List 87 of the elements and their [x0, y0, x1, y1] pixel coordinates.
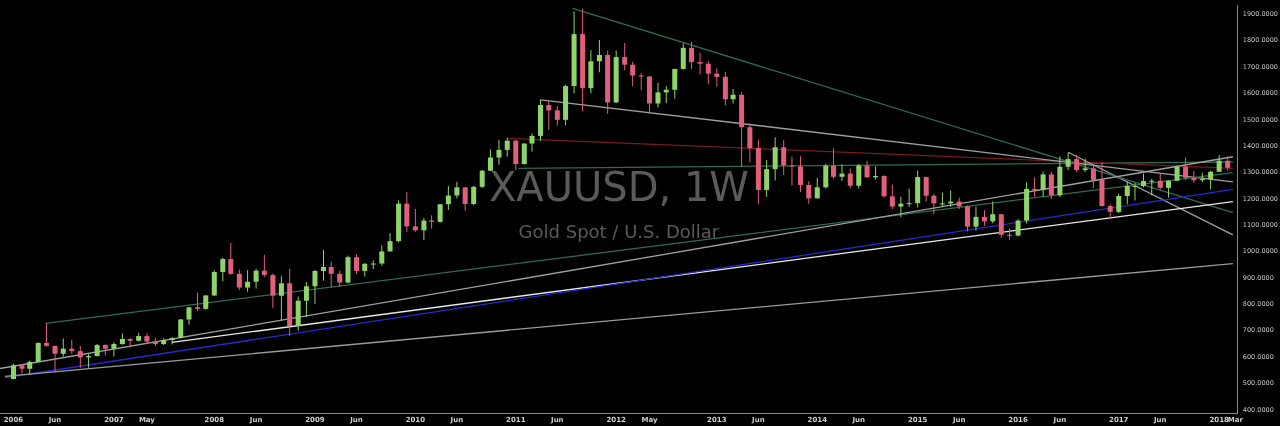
candlestick	[823, 163, 829, 189]
candlestick	[328, 261, 334, 288]
candlestick	[898, 196, 904, 218]
candlestick	[19, 363, 25, 375]
candlestick	[270, 273, 276, 309]
candlestick	[253, 268, 259, 290]
candlestick	[60, 337, 66, 358]
candlestick	[1090, 165, 1096, 189]
candlestick	[1048, 171, 1054, 200]
candlestick	[1124, 181, 1130, 205]
candlestick	[228, 242, 234, 276]
candlestick	[655, 82, 661, 108]
candlestick	[889, 183, 895, 210]
candlestick	[1132, 182, 1138, 202]
candlestick	[529, 133, 535, 152]
candlestick	[320, 249, 326, 282]
candlestick	[931, 193, 937, 215]
candlestick	[689, 41, 695, 70]
candlestick	[998, 213, 1004, 239]
candlestick	[1032, 176, 1038, 198]
candlestick	[513, 139, 519, 171]
candlestick	[847, 168, 853, 189]
candlestick	[1183, 156, 1189, 181]
candlestick	[705, 60, 711, 85]
candlestick	[144, 332, 150, 345]
candlestick	[194, 292, 201, 312]
candlestick	[487, 148, 493, 172]
candlestick	[964, 205, 970, 232]
candlestick	[554, 105, 560, 127]
candlestick	[939, 192, 945, 208]
candlestick	[412, 208, 418, 233]
candlestick	[1208, 170, 1214, 190]
candlestick	[630, 61, 636, 87]
candlestick	[789, 155, 795, 186]
candlestick	[220, 257, 226, 282]
candlestick	[1040, 171, 1046, 198]
candlestick	[781, 139, 787, 176]
candlestick	[680, 42, 686, 71]
candlestick	[127, 337, 133, 349]
candlestick	[1116, 193, 1122, 214]
candlestick	[714, 67, 720, 88]
candlestick	[261, 254, 267, 278]
candlestick	[672, 68, 678, 100]
candlestick	[77, 345, 83, 369]
candlestick	[596, 39, 602, 73]
candlestick	[881, 174, 887, 198]
candlestick	[546, 99, 552, 131]
candlestick	[1065, 152, 1071, 171]
candlestick	[278, 275, 284, 322]
candlestick	[856, 163, 862, 189]
candlestick	[471, 185, 477, 206]
candlestick	[772, 136, 778, 181]
candlestick	[312, 269, 318, 305]
candlestick	[839, 163, 845, 182]
candlestick	[990, 200, 996, 224]
candlestick	[1007, 227, 1013, 241]
candlestick	[1149, 178, 1155, 196]
candlestick	[830, 147, 836, 180]
text: XAUUSD, 1W	[488, 164, 749, 211]
candlestick	[747, 122, 753, 164]
candlestick	[462, 186, 468, 212]
candlestick	[806, 180, 812, 205]
candlestick	[379, 244, 385, 267]
candlestick	[421, 217, 427, 241]
text: Gold Spot / U.S. Dollar	[518, 220, 720, 242]
candlestick	[52, 345, 58, 373]
candlestick	[504, 137, 510, 158]
candlestick	[404, 191, 410, 233]
candlestick	[211, 269, 217, 297]
candlestick	[496, 139, 502, 166]
candlestick	[622, 42, 628, 71]
candlestick	[445, 185, 451, 211]
candlestick	[973, 206, 979, 232]
candlestick	[764, 159, 770, 198]
candlestick	[43, 322, 49, 348]
candlestick	[236, 269, 242, 291]
candlestick	[697, 52, 703, 75]
candlestick	[923, 176, 929, 203]
candlestick	[111, 341, 117, 357]
candlestick	[245, 269, 251, 293]
candlestick	[303, 281, 309, 318]
candlestick	[353, 253, 360, 275]
candlestick	[722, 71, 728, 106]
candlestick	[906, 188, 912, 208]
candlestick	[437, 203, 443, 224]
candlestick	[797, 155, 803, 193]
candlestick	[638, 72, 644, 91]
